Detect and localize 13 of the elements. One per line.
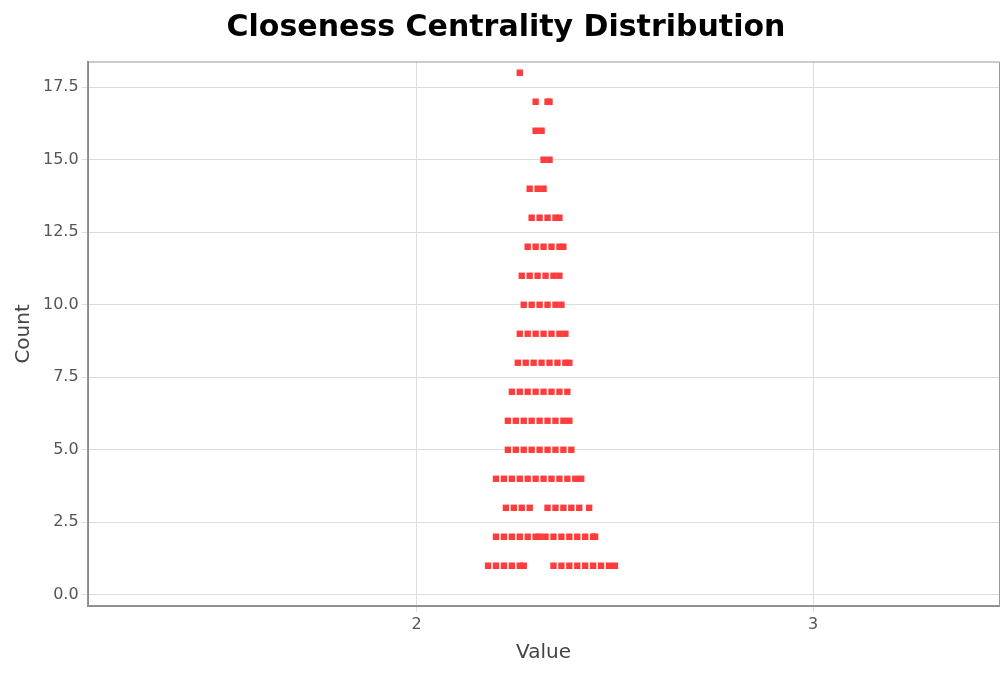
y-tick-label: 7.5 <box>53 366 79 386</box>
chart-title: Closeness Centrality Distribution <box>226 7 786 43</box>
x-tick-label: 2 <box>411 613 422 633</box>
x-axis-title: Value <box>516 639 572 664</box>
y-tick-label: 17.5 <box>43 76 79 96</box>
y-tick-label: 12.5 <box>43 221 79 241</box>
y-tick-label: 10.0 <box>43 293 79 313</box>
y-tick-label: 2.5 <box>53 511 79 531</box>
y-tick-label: 5.0 <box>53 438 79 458</box>
y-tick-label: 0.0 <box>53 583 79 603</box>
x-tick-label: 3 <box>808 613 819 633</box>
y-axis-title: Count <box>10 304 35 364</box>
y-tick-label: 15.0 <box>43 148 79 168</box>
